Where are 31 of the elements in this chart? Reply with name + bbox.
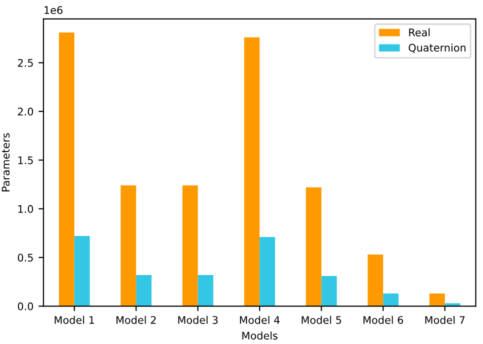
- y-tick-label: 0.5: [18, 254, 33, 262]
- x-tick-label: Model 6: [364, 316, 404, 324]
- bar: [120, 185, 136, 306]
- x-tick-label: Model 7: [425, 316, 465, 324]
- bar: [429, 294, 445, 306]
- bar: [244, 37, 260, 306]
- bar: [198, 275, 214, 306]
- x-tick-label: Model 4: [240, 316, 280, 324]
- bar: [383, 294, 399, 306]
- bar: [306, 187, 322, 306]
- y-tick-label: 1.0: [18, 205, 34, 213]
- x-axis-title: Models: [242, 332, 278, 340]
- bar: [136, 275, 152, 306]
- bar: [260, 237, 276, 306]
- bar: [74, 236, 90, 306]
- y-tick-label: 2.0: [18, 108, 34, 116]
- y-tick-label: 2.5: [18, 58, 33, 67]
- y-axis-title: Parameters: [2, 133, 10, 192]
- x-tick-label: Model 5: [302, 316, 342, 324]
- x-tick-label: Model 2: [116, 316, 156, 324]
- text: 1e6: [44, 6, 62, 14]
- bar: [58, 32, 74, 306]
- legend-label: Quaternion: [408, 44, 466, 53]
- y-tick-label: 1.5: [18, 156, 33, 164]
- y-tick-label: 0.0: [18, 302, 34, 310]
- legend-label: Real: [409, 28, 430, 36]
- bar: [182, 185, 198, 306]
- bar: [368, 254, 384, 306]
- bar: [321, 276, 337, 306]
- x-tick-label: Model 1: [54, 316, 94, 324]
- x-tick-label: Model 3: [178, 316, 218, 324]
